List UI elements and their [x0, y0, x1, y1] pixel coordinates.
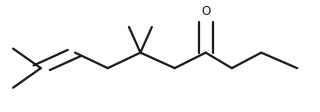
- Text: O: O: [201, 5, 210, 18]
